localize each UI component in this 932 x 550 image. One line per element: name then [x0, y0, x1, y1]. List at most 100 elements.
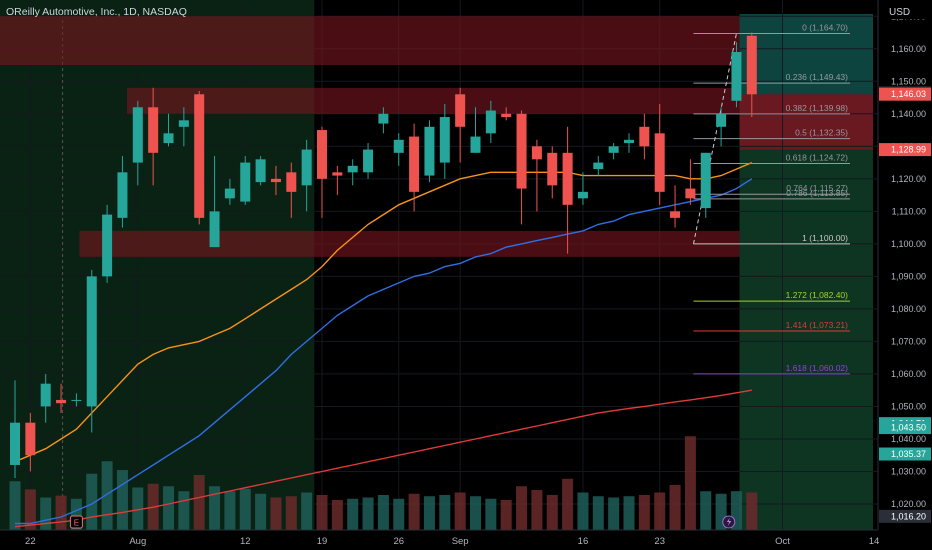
candle-body-27: [424, 126, 435, 176]
candle-body-23: [363, 149, 374, 173]
currency-button[interactable]: USD: [882, 3, 928, 19]
volume-bar-16: [255, 493, 267, 530]
volume-bar-31: [485, 498, 497, 530]
zone-2: [79, 230, 740, 257]
volume-bar-19: [301, 492, 313, 530]
candle-body-0: [10, 422, 20, 465]
volume-bar-26: [408, 493, 420, 530]
price-label-bg-5: [879, 447, 931, 461]
candle-body-2: [40, 383, 51, 407]
ma-line-red: [14, 389, 752, 528]
supply-demand-zones: [0, 16, 740, 257]
candle-body-11: [178, 120, 189, 127]
candle-body-1: [25, 422, 36, 456]
bg-green-left: [0, 0, 315, 530]
candle-body-19: [301, 149, 312, 186]
candle-body-21: [332, 172, 343, 176]
volume-bar-22: [347, 498, 359, 530]
fibonacci-levels[interactable]: 0 (1,164.70) 0.236 (1,149.43) 0.382 (1,139…: [692, 22, 850, 375]
price-tick-1: 1,030.00: [891, 466, 926, 476]
candle-body-8: [132, 107, 143, 163]
candle-body-30: [470, 136, 481, 153]
time-tick-8: Oct: [775, 536, 790, 547]
candle-body-4: [71, 399, 82, 401]
price-tick-10: 1,120.00: [891, 174, 926, 184]
candle-body-10: [163, 133, 174, 144]
price-tick-12: 1,140.00: [891, 109, 926, 119]
candle-body-20: [317, 130, 327, 179]
volume-bar-37: [577, 492, 589, 530]
price-tick-8: 1,100.00: [891, 239, 926, 249]
candle-body-45: [700, 152, 711, 209]
candle-body-28: [439, 117, 450, 163]
price-tick-7: 1,090.00: [891, 271, 926, 281]
fib-label-0.786: 0.786 (1,113.85): [786, 188, 848, 198]
candle-body-7: [117, 172, 128, 218]
candles[interactable]: E: [10, 32, 757, 529]
time-tick-3: 19: [317, 536, 328, 547]
volume-bar-33: [516, 486, 528, 530]
volume-bar-44: [684, 436, 696, 530]
candle-body-33: [516, 113, 527, 189]
price-tick-3: 1,050.00: [891, 401, 926, 411]
candle-body-48: [746, 35, 757, 95]
volume-bar-28: [439, 495, 451, 530]
candle-body-40: [624, 139, 634, 144]
price-label-2: 1,128.99: [879, 143, 931, 157]
volume-bar-32: [500, 500, 512, 530]
volume-bar-29: [454, 492, 466, 530]
price-label-bg-2: [879, 143, 931, 157]
time-tick-9: 14: [869, 536, 880, 547]
fib-label-0.382: 0.382 (1,139.98): [786, 103, 849, 113]
price-tick-14: 1,160.00: [891, 44, 926, 54]
price-label-5: 1,035.37: [879, 447, 931, 461]
candle-body-12: [194, 94, 205, 218]
candle-body-6: [102, 214, 113, 277]
price-label-4: 1,043.50: [879, 421, 931, 435]
candle-body-32: [501, 113, 512, 118]
candle-body-42: [654, 133, 665, 192]
candle-body-15: [240, 162, 251, 202]
volume-bar-15: [239, 488, 251, 530]
moving-averages: [14, 161, 753, 528]
volume-bar-46: [715, 493, 727, 530]
ma-line-orange: [14, 161, 753, 463]
candle-body-41: [639, 126, 650, 147]
volume-bar-17: [270, 497, 282, 530]
candle-body-39: [608, 146, 619, 153]
volume-bar-30: [470, 496, 481, 530]
time-axis[interactable]: 22 Aug 12 19 26 Sep 16 23 Oct 14: [0, 529, 880, 550]
time-tick-7: 23: [654, 536, 665, 547]
price-tick-6: 1,080.00: [891, 304, 926, 314]
price-tick-2: 1,040.00: [891, 434, 926, 444]
volume-bar-48: [746, 492, 758, 530]
candle-body-47: [731, 52, 742, 101]
price-label-text-2: 1,128.99: [891, 145, 926, 155]
volume-bar-45: [700, 491, 712, 530]
price-label-bg-4: [879, 421, 931, 435]
fib-label-1.272: 1.272 (1,082.40): [786, 290, 849, 300]
lightning-icon-glyph: [726, 518, 732, 526]
volume-bar-41: [638, 495, 650, 530]
time-axis-panel[interactable]: [0, 530, 878, 550]
price-label-bg-6: [879, 509, 931, 523]
candle-body-3: [56, 399, 67, 404]
fib-label-0.5: 0.5 (1,132.35): [795, 128, 848, 138]
price-tick-13: 1,150.00: [891, 76, 926, 86]
bg-red-stop: [739, 94, 873, 150]
candle-body-37: [577, 191, 588, 199]
currency-label[interactable]: USD: [889, 7, 910, 18]
volume-bar-27: [423, 496, 435, 530]
candle-body-14: [224, 188, 235, 199]
price-tick-5: 1,070.00: [891, 336, 926, 346]
zone-0: [0, 16, 740, 66]
price-tick-0: 1,020.00: [891, 499, 926, 509]
price-tick-4: 1,060.00: [891, 369, 926, 379]
volume-bar-10: [163, 486, 174, 530]
volume-bar-34: [531, 490, 543, 530]
event-marker-0: E: [69, 515, 83, 529]
price-label-1: 1,146.03: [879, 87, 931, 101]
symbol-title: OReilly Automotive, Inc., 1D, NASDAQ: [6, 6, 187, 18]
candle-body-24: [378, 113, 389, 124]
